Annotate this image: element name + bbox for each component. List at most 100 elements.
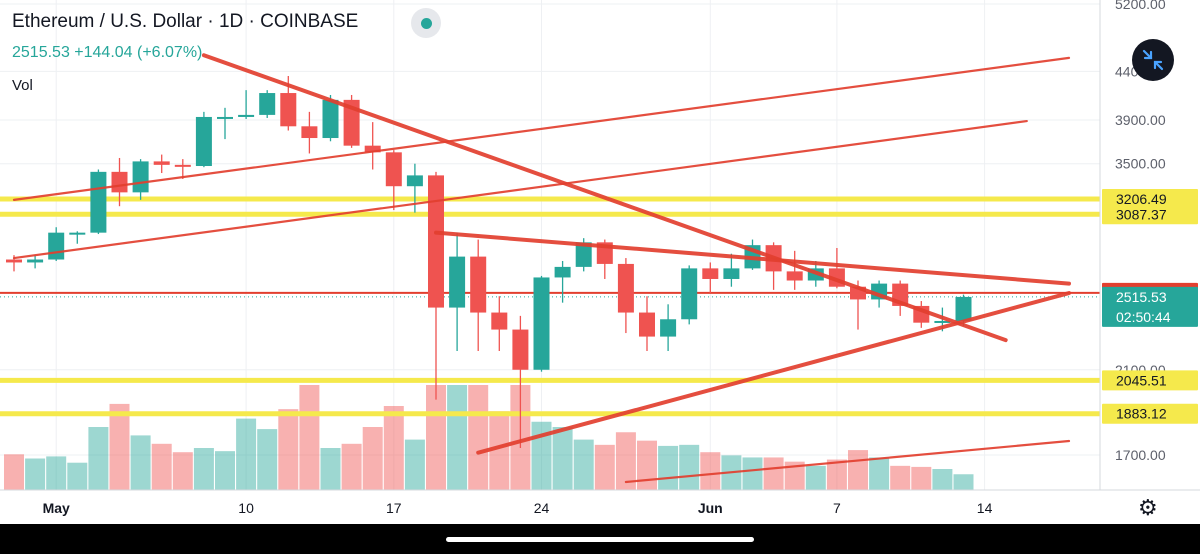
symbol-title: Ethereum / U.S. Dollar · 1D · COINBASE (12, 11, 359, 32)
volume-bar (67, 462, 88, 490)
volume-bar (805, 465, 826, 490)
candle-body (470, 256, 487, 313)
gear-icon[interactable]: ⚙ (1138, 496, 1158, 521)
volume-bar (658, 445, 679, 490)
candle (174, 159, 191, 179)
volume-bar (700, 452, 721, 490)
volume-indicator-label[interactable]: Vol (12, 77, 33, 94)
candle (786, 250, 803, 290)
price-label-box (1102, 403, 1198, 424)
candle (153, 154, 170, 174)
volume-bar (299, 385, 320, 490)
candle-body (512, 329, 529, 370)
volume-bar (25, 458, 46, 490)
time-tick-label: 24 (534, 500, 550, 516)
volume-bar (46, 456, 67, 490)
volume-bar (932, 469, 953, 490)
volume-bar (848, 450, 868, 490)
candle-body (301, 126, 318, 139)
candle (617, 258, 634, 334)
volume-bar (953, 474, 974, 490)
time-tick-label: 17 (386, 500, 402, 516)
candle-body (449, 256, 466, 308)
price-label-support: 3087.37 (1102, 204, 1198, 225)
price-label-support: 1883.12 (1102, 403, 1198, 424)
candle (470, 239, 487, 351)
candle-body (6, 259, 22, 263)
candle-body (575, 242, 592, 267)
grid (0, 0, 1100, 490)
candles (6, 75, 972, 448)
price-label-support: 3206.49 (1102, 189, 1198, 210)
volume-bar (130, 435, 151, 490)
candle (195, 111, 212, 168)
candle (48, 227, 65, 261)
volume-bar (404, 439, 425, 490)
volume-bar (679, 444, 700, 490)
candle (681, 265, 698, 325)
candle-body (132, 161, 149, 193)
price-tick-label: 3500.00 (1115, 156, 1166, 172)
status-dot-icon (421, 18, 432, 29)
candle (723, 253, 740, 287)
price-label-box (1102, 189, 1198, 210)
trendline (12, 119, 1028, 260)
price-chart[interactable]: 5200.004400.003900.003500.002100.001700.… (0, 0, 1200, 524)
candle (301, 111, 318, 154)
candle (259, 90, 276, 118)
volume-bar (573, 439, 594, 490)
volume-bar (784, 461, 805, 490)
volume-bars (4, 385, 974, 490)
price-label-box (1102, 204, 1198, 225)
candle-body (385, 152, 402, 187)
price-label-box (1102, 286, 1198, 327)
volume-bar (341, 443, 362, 490)
candle-body (90, 171, 107, 233)
volume-bar (278, 409, 299, 490)
candle (913, 301, 930, 328)
time-tick-label: May (43, 500, 70, 516)
candle-body (69, 232, 86, 235)
candle (639, 296, 655, 351)
fullscreen-button[interactable] (1132, 39, 1174, 81)
candle (428, 171, 444, 400)
candle (238, 90, 255, 120)
candle (702, 262, 719, 294)
candle (744, 239, 761, 270)
time-tick-label: Jun (698, 500, 723, 516)
volume-bar (615, 432, 636, 490)
candle (90, 169, 107, 235)
price-axis-bg (1100, 0, 1200, 524)
compress-arrows-icon (1142, 49, 1164, 71)
price-label-text: 3087.37 (1116, 206, 1167, 222)
candle-body (48, 232, 65, 260)
candle-body (364, 145, 381, 153)
volume-bar (911, 466, 932, 490)
price-label-text: 3206.49 (1116, 191, 1167, 207)
candle-body (27, 259, 44, 263)
trendline (476, 291, 1071, 455)
volume-bar (426, 385, 446, 490)
candle-body (702, 268, 719, 279)
volume-bar (763, 457, 784, 490)
candle-body (955, 296, 972, 321)
time-tick-label: 10 (238, 500, 254, 516)
home-indicator (446, 537, 754, 542)
candle-body (259, 93, 276, 115)
volume-bar (869, 457, 890, 490)
volume-bar (826, 459, 847, 490)
price-label-text: 1883.12 (1116, 406, 1167, 422)
candle-body (533, 277, 550, 370)
volume-bar (637, 440, 657, 490)
volume-bar (109, 403, 130, 490)
candle-body (639, 312, 655, 337)
trendline (624, 439, 1071, 484)
candle (512, 315, 529, 448)
candle (385, 150, 402, 211)
candle-body (554, 266, 571, 278)
volume-bar (4, 454, 24, 490)
candle (217, 107, 233, 140)
volume-bar (172, 452, 193, 490)
candle (892, 280, 909, 316)
candle-body (723, 268, 740, 279)
